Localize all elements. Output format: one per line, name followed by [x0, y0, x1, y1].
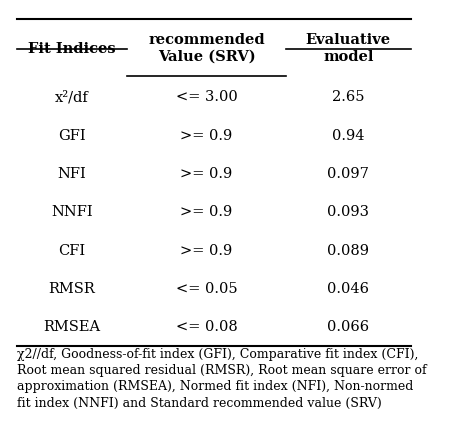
Text: >= 0.9: >= 0.9 [180, 167, 233, 181]
Text: Evaluative
model: Evaluative model [306, 34, 391, 63]
Text: 0.066: 0.066 [327, 320, 369, 334]
Text: x²/df: x²/df [55, 90, 89, 104]
Text: <= 0.08: <= 0.08 [175, 320, 237, 334]
Text: RMSEA: RMSEA [44, 320, 100, 334]
Text: CFI: CFI [58, 244, 85, 258]
Text: 0.089: 0.089 [327, 244, 369, 258]
Text: 0.046: 0.046 [327, 282, 369, 296]
Text: RMSR: RMSR [48, 282, 95, 296]
Text: >= 0.9: >= 0.9 [180, 129, 233, 143]
Text: 2.65: 2.65 [332, 90, 365, 104]
Text: 0.097: 0.097 [327, 167, 369, 181]
Text: χ2//df, Goodness-of-fit index (GFI), Comparative fit index (CFI),
Root mean squa: χ2//df, Goodness-of-fit index (GFI), Com… [17, 348, 426, 409]
Text: >= 0.9: >= 0.9 [180, 205, 233, 219]
Text: <= 0.05: <= 0.05 [176, 282, 237, 296]
Text: Fit Indices: Fit Indices [28, 42, 116, 55]
Text: 0.093: 0.093 [327, 205, 369, 219]
Text: NFI: NFI [57, 167, 86, 181]
Text: GFI: GFI [58, 129, 86, 143]
Text: 0.94: 0.94 [332, 129, 365, 143]
Text: recommended
Value (SRV): recommended Value (SRV) [148, 34, 265, 63]
Text: >= 0.9: >= 0.9 [180, 244, 233, 258]
Text: <= 3.00: <= 3.00 [175, 90, 237, 104]
Text: NNFI: NNFI [51, 205, 93, 219]
